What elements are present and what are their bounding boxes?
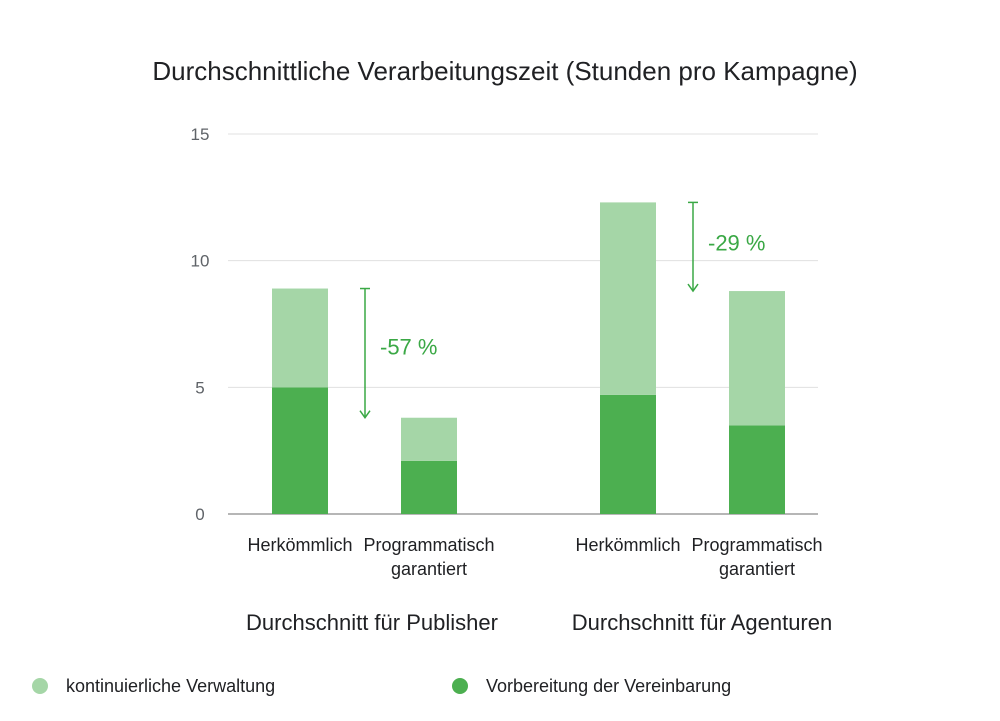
bar-segment xyxy=(600,202,656,395)
bar-segment xyxy=(600,394,656,514)
annotation-label: -57 % xyxy=(380,335,437,360)
bar-segment xyxy=(401,417,457,461)
legend-swatch xyxy=(32,678,48,694)
bar-segment xyxy=(729,425,785,514)
gridlines: 0 5 10 15 xyxy=(191,125,818,524)
y-tick-label: 5 xyxy=(195,378,204,397)
y-tick-label: 0 xyxy=(195,505,204,524)
bar-segment xyxy=(729,291,785,426)
legend: kontinuierliche Verwaltung Vorbereitung d… xyxy=(32,676,731,696)
y-tick-label: 15 xyxy=(191,125,210,144)
annotation-label: -29 % xyxy=(708,230,765,255)
bar-segment xyxy=(401,460,457,514)
x-tick-label: Herkömmlich xyxy=(575,535,680,555)
group-label: Durchschnitt für Agenturen xyxy=(572,610,832,635)
x-tick-label: garantiert xyxy=(719,559,795,579)
legend-label: kontinuierliche Verwaltung xyxy=(66,676,275,696)
arrowhead-icon xyxy=(687,283,699,293)
x-tick-label: Programmatisch xyxy=(363,535,494,555)
x-tick-label: Herkömmlich xyxy=(247,535,352,555)
arrowhead-icon xyxy=(359,410,371,420)
legend-swatch xyxy=(452,678,468,694)
bar-segment xyxy=(272,387,328,514)
y-tick-label: 10 xyxy=(191,252,210,271)
category-labels: Herkömmlich Programmatisch garantiert Durch… xyxy=(246,535,832,635)
bars xyxy=(272,202,785,514)
x-tick-label: Programmatisch xyxy=(691,535,822,555)
annotations: -57 % -29 % xyxy=(359,201,765,420)
bar-segment xyxy=(272,288,328,388)
group-label: Durchschnitt für Publisher xyxy=(246,610,498,635)
x-tick-label: garantiert xyxy=(391,559,467,579)
legend-label: Vorbereitung der Vereinbarung xyxy=(486,676,731,696)
chart-title: Durchschnittliche Verarbeitungszeit (Stu… xyxy=(152,56,857,86)
